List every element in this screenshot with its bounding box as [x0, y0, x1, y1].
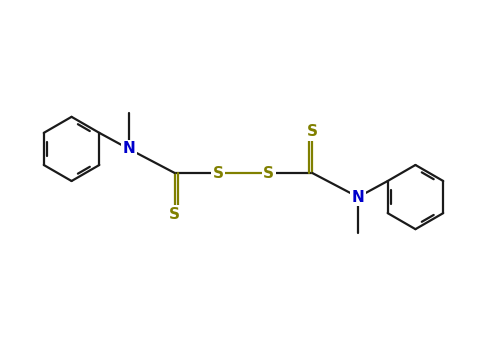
- Text: N: N: [352, 190, 364, 204]
- Text: S: S: [263, 165, 274, 181]
- Text: S: S: [307, 124, 318, 139]
- Text: S: S: [213, 165, 224, 181]
- Text: N: N: [123, 142, 135, 156]
- Text: S: S: [169, 207, 180, 222]
